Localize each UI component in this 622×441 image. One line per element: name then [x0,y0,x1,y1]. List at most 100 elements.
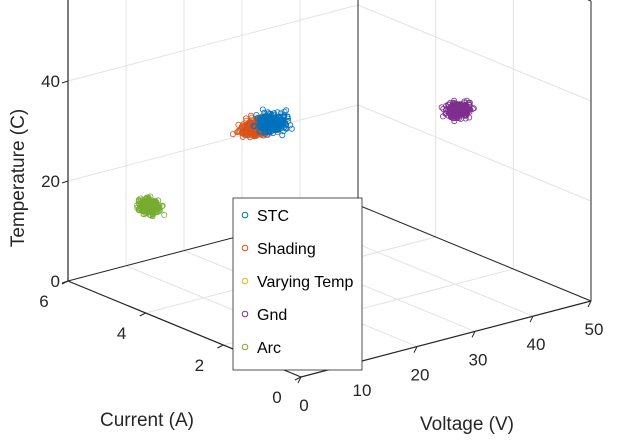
point-layer [134,97,477,220]
series-arc [134,193,168,220]
data-point [238,124,245,131]
back-wall-grid-line [67,4,359,82]
data-point [279,132,286,139]
data-point [288,125,295,132]
y-axis-label: Current (A) [100,410,194,431]
data-point [245,124,252,131]
data-point [161,211,168,218]
data-point [274,123,281,130]
data-point [451,118,458,125]
data-point [276,117,283,124]
legend[interactable]: STC Shading Varying Temp Gnd Arc [232,197,363,371]
x-tick-label: 10 [353,381,372,400]
legend-item: STC [241,208,289,225]
legend-item: Shading [241,241,316,258]
data-point [248,119,255,126]
x-tick-mark [413,346,418,353]
data-point [242,115,249,122]
data-point [261,114,268,121]
data-point [440,106,447,113]
data-point [280,112,287,119]
data-point [135,196,142,203]
data-point [464,106,471,113]
data-point [254,115,261,122]
z-tick-label: 20 [41,172,60,191]
data-point [256,128,263,135]
y-tick-mark [217,344,224,349]
data-point [461,112,468,119]
legend-marker [241,310,249,318]
back-wall-grid-line [67,104,359,182]
legend-marker [241,343,249,351]
data-point [272,114,279,121]
series-gnd [438,97,477,125]
data-point [280,128,287,135]
x-tick-label: 30 [469,350,488,369]
legend-label: STC [257,208,289,225]
data-point [250,123,257,130]
z-tick-label: 40 [41,72,60,91]
legend-item: Varying Temp [241,274,353,291]
side-wall-grid-line [357,4,592,102]
data-point [255,129,262,136]
y-tick-mark [294,376,302,381]
data-point [265,110,272,117]
x-tick-mark [529,315,534,323]
data-point [271,115,278,122]
legend-items: STC Shading Varying Temp Gnd Arc [241,208,353,357]
data-point [451,108,458,115]
x-tick-mark [471,331,476,338]
side-wall-grid-line [587,0,592,2]
x-tick-mark [587,300,592,308]
data-point [241,131,248,138]
x-axis-label: Voltage (V) [420,414,514,435]
data-point [137,195,144,202]
y-tick-label: 6 [39,292,48,311]
data-point [469,105,476,112]
x-tick-label: 20 [411,366,430,385]
data-point [287,122,294,129]
legend-box [232,197,363,371]
x-tick-label: 50 [585,320,604,339]
data-point [457,103,464,110]
data-point [146,196,153,203]
data-point [262,121,269,128]
data-point [145,199,152,206]
data-point [450,102,457,109]
box-edge [587,0,592,2]
z-tick-label: 0 [51,272,60,291]
x-tick-label: 40 [527,335,546,354]
data-point [247,134,254,141]
data-point [235,127,242,134]
x-tick-mark [297,376,302,384]
data-point [470,105,477,112]
data-point [259,106,266,113]
y-tick-label: 4 [117,324,126,343]
legend-marker [241,211,249,219]
data-point [281,108,288,115]
y-tick-label: 2 [195,356,204,375]
z-tick-mark [61,80,69,84]
legend-label: Gnd [257,307,287,324]
data-point [156,202,163,209]
box-edge [357,204,592,302]
legend-marker [241,277,249,285]
data-point [455,111,462,118]
series-stc [250,106,295,139]
y-tick-label: 0 [272,388,281,407]
z-tick-mark [61,180,69,184]
data-point [244,127,251,134]
y-tick-mark [139,312,146,317]
data-point [159,202,166,209]
data-point [146,196,153,203]
legend-marker [241,244,249,252]
legend-label: Shading [257,241,316,258]
data-point [466,106,473,113]
data-point [463,102,470,109]
data-point [257,114,264,121]
data-point [149,205,156,212]
data-point [281,114,288,121]
side-wall-grid-line [357,104,592,202]
data-point [142,206,149,213]
